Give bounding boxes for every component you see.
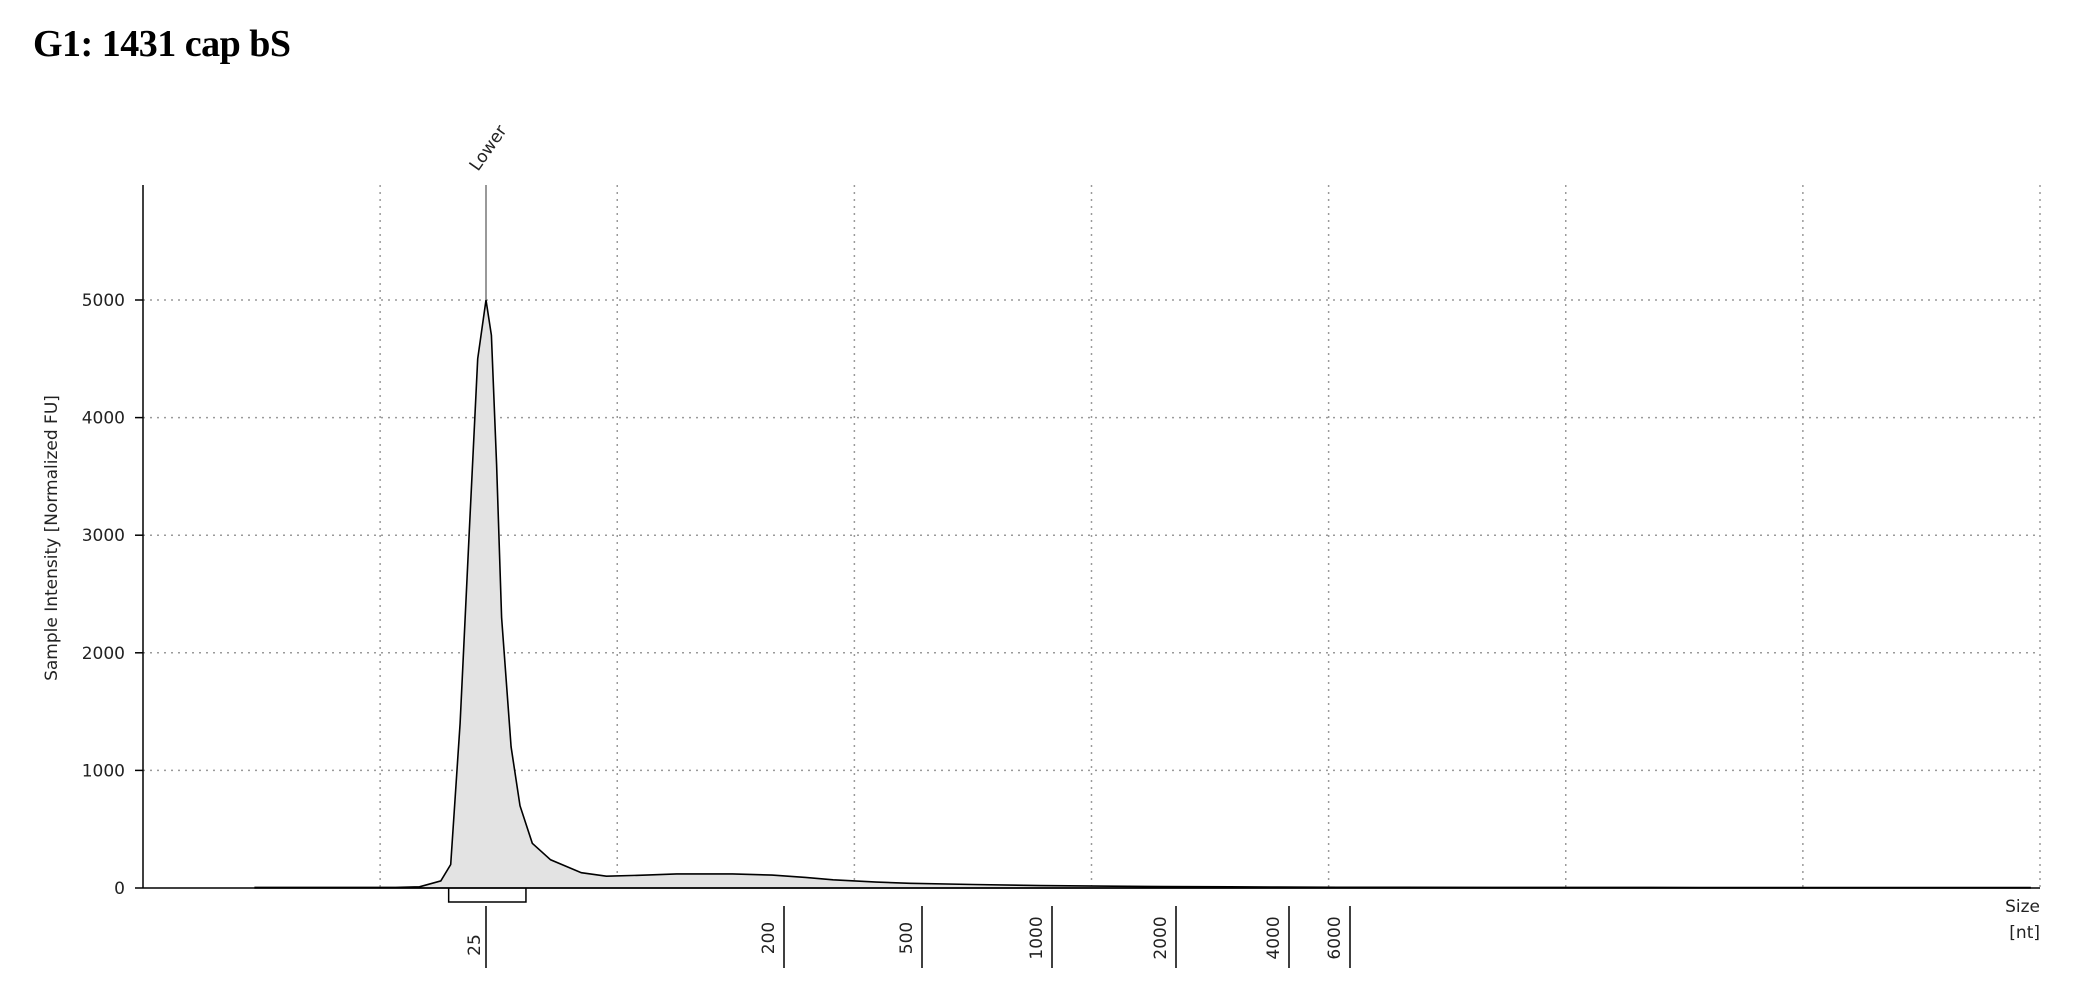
- y-axis-ticks: 0 1000 2000 3000 4000 5000: [82, 291, 143, 899]
- grid-lines: [143, 185, 2041, 888]
- ladder-label: 25: [465, 934, 485, 956]
- ladder-label: 1000: [1027, 916, 1047, 959]
- intensity-trace-area: [254, 299, 2031, 889]
- ladder-label: 4000: [1264, 916, 1284, 959]
- ladder-label: 6000: [1325, 916, 1345, 959]
- y-tick-label: 3000: [82, 526, 125, 546]
- ladder-label: 200: [759, 922, 779, 954]
- x-axis-label-unit: [nt]: [2009, 923, 2040, 943]
- peak-marker-label: Lower: [466, 122, 512, 175]
- y-tick-label: 5000: [82, 291, 125, 311]
- y-tick-label: 1000: [82, 761, 125, 781]
- y-tick-label: 0: [114, 879, 125, 899]
- y-tick-label: 4000: [82, 409, 125, 429]
- y-axis-label: Sample Intensity [Normalized FU]: [42, 395, 62, 681]
- peak-marker: Lower: [466, 122, 512, 300]
- peak-region-bracket: [447, 888, 527, 903]
- chart-title: G1: 1431 cap bS: [33, 23, 291, 65]
- ladder-label: 2000: [1151, 916, 1171, 959]
- y-tick-label: 2000: [82, 644, 125, 664]
- size-ladder: 25 200 500 1000 2000 4000 6000: [447, 888, 1351, 968]
- x-axis-label-size: Size: [2005, 897, 2040, 917]
- ladder-label: 500: [897, 922, 917, 954]
